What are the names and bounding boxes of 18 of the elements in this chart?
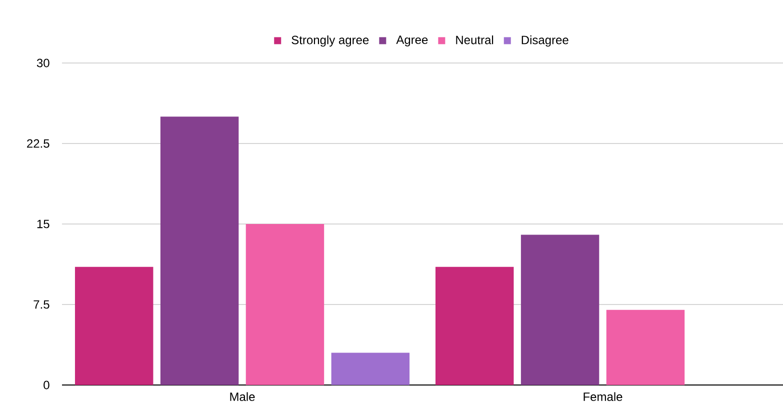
bar	[435, 266, 514, 385]
bar	[606, 310, 685, 385]
y-tick-label: 22.5	[27, 139, 50, 148]
legend-label: Neutral	[456, 35, 494, 44]
legend-label: Agree	[396, 36, 428, 46]
bar	[246, 224, 324, 385]
legend-label: Strongly agree	[292, 35, 369, 47]
legend-label: Disagree	[522, 35, 568, 47]
y-tick-label: 30	[36, 58, 50, 68]
y-tick-label: 7.5	[34, 300, 50, 309]
bar	[74, 266, 154, 385]
y-tick-label: 15	[37, 220, 50, 228]
y-tick-label: 0	[44, 380, 50, 390]
x-tick-label: Female	[584, 392, 622, 402]
x-tick-label: Male	[230, 392, 255, 402]
bar	[331, 352, 410, 385]
bar	[520, 234, 600, 385]
bar	[160, 116, 239, 385]
